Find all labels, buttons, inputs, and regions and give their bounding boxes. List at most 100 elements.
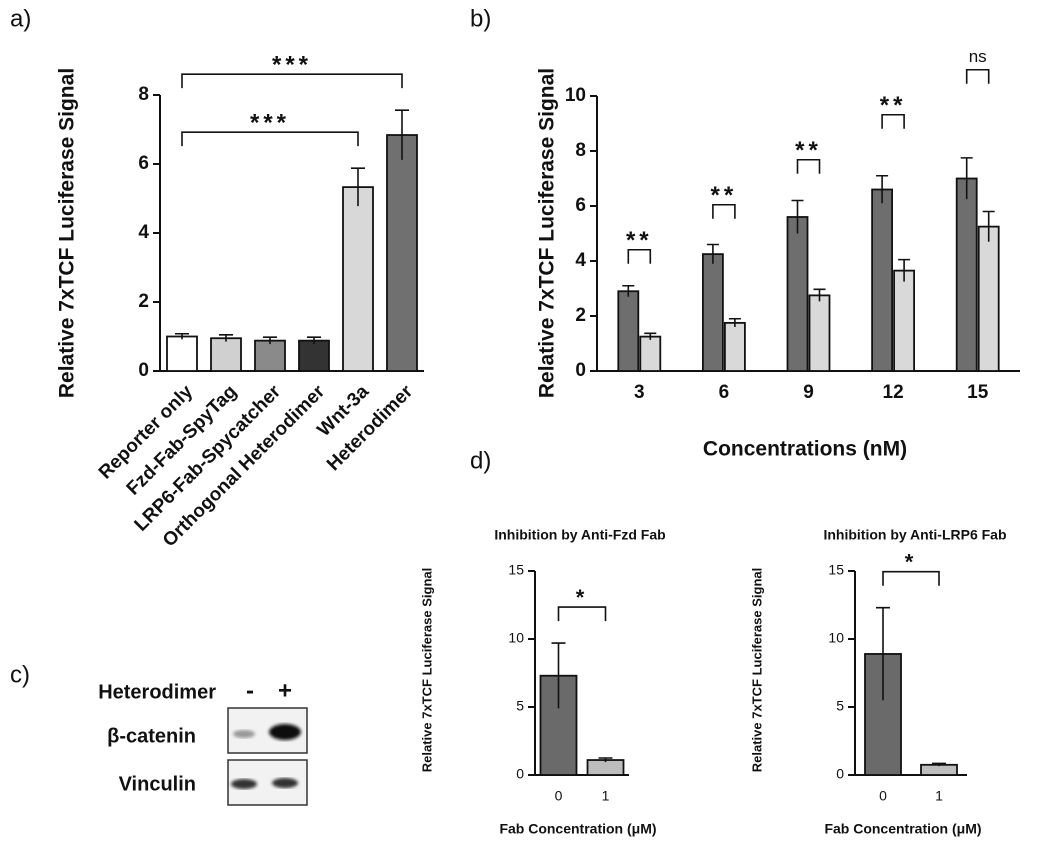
significance-label: * xyxy=(576,585,589,610)
y-tick-label: 4 xyxy=(575,250,586,271)
x-axis-title: Concentrations (nM) xyxy=(703,438,907,461)
bar xyxy=(386,134,418,372)
lane-label: + xyxy=(278,677,292,704)
significance-bracket xyxy=(181,73,403,89)
bar xyxy=(298,339,330,372)
error-bar xyxy=(706,243,719,264)
significance-label: *** xyxy=(250,109,290,136)
error-bar xyxy=(307,336,321,345)
y-tick-label: 5 xyxy=(516,698,524,714)
x-tick-label: 0 xyxy=(879,788,887,804)
y-tick-label: 8 xyxy=(575,140,586,161)
y-tick-label: 15 xyxy=(508,562,524,578)
significance-label: ** xyxy=(795,137,822,164)
panel-label: d) xyxy=(470,447,491,474)
y-axis-title: Relative 7xTCF Luciferase Signal xyxy=(419,568,434,772)
error-bar xyxy=(898,258,911,282)
error-bar xyxy=(551,642,566,709)
lane-label: - xyxy=(246,677,254,704)
y-tick-label: 8 xyxy=(138,84,149,105)
bar xyxy=(808,294,831,372)
error-bar xyxy=(644,332,657,340)
bar xyxy=(617,290,640,372)
error-bar xyxy=(813,288,826,302)
error-bar xyxy=(791,199,804,234)
bar xyxy=(254,339,286,372)
y-tick-label: 0 xyxy=(138,360,149,381)
bar xyxy=(871,188,893,372)
x-tick-label: 1 xyxy=(602,788,610,804)
error-bar xyxy=(395,109,409,160)
y-tick-label: 10 xyxy=(508,630,524,646)
error-bar xyxy=(351,167,365,207)
error-bar xyxy=(932,762,946,767)
significance-label: *** xyxy=(272,52,312,79)
y-tick-label: 0 xyxy=(575,360,586,381)
y-tick-label: 4 xyxy=(138,222,149,243)
significance-label: ns xyxy=(969,47,987,66)
bar xyxy=(702,253,724,372)
error-bar xyxy=(175,332,189,340)
chart-title: Inhibition by Anti-Fzd Fab xyxy=(494,527,665,543)
y-tick-label: 2 xyxy=(575,305,586,326)
panel-label: a) xyxy=(10,5,31,32)
band xyxy=(233,730,255,738)
x-tick-label: 6 xyxy=(719,382,730,403)
y-axis-title: Relative 7xTCF Luciferase Signal xyxy=(56,68,79,398)
y-tick-label: 0 xyxy=(516,766,524,782)
bar xyxy=(342,186,374,372)
y-axis-title: Relative 7xTCF Luciferase Signal xyxy=(536,68,559,398)
error-bar xyxy=(622,284,635,297)
significance-bracket xyxy=(712,203,736,219)
y-tick-label: 2 xyxy=(138,291,149,312)
significance-bracket xyxy=(881,113,905,129)
y-tick-label: 15 xyxy=(828,562,844,578)
x-tick-label: 9 xyxy=(803,382,814,403)
y-tick-label: 10 xyxy=(565,85,586,106)
band xyxy=(231,779,257,789)
y-tick-label: 6 xyxy=(138,153,149,174)
significance-bracket xyxy=(796,158,821,174)
significance-bracket xyxy=(882,570,940,586)
bar xyxy=(586,759,625,776)
bar xyxy=(210,337,242,372)
error-bar xyxy=(219,333,233,342)
significance-label: ** xyxy=(711,182,738,209)
error-bar xyxy=(598,757,613,763)
band xyxy=(269,724,301,740)
x-tick-label: 3 xyxy=(634,382,645,403)
bar xyxy=(724,321,746,372)
panel-label: b) xyxy=(470,5,491,32)
error-bar xyxy=(263,336,277,345)
y-tick-label: 5 xyxy=(836,698,844,714)
error-bar xyxy=(728,317,741,327)
significance-label: ** xyxy=(880,92,907,119)
y-tick-label: 6 xyxy=(575,195,586,216)
bar xyxy=(955,177,978,372)
bar xyxy=(893,269,915,372)
y-tick-label: 10 xyxy=(828,630,844,646)
bar xyxy=(786,216,809,372)
x-axis-title: Fab Concentration (μM) xyxy=(499,821,656,837)
y-tick-label: 0 xyxy=(836,766,844,782)
x-tick-label: 1 xyxy=(935,788,943,804)
blot-panel: c) Heterodimer - + β-catenin Vinculin xyxy=(10,661,308,806)
bar xyxy=(920,763,958,776)
error-bar xyxy=(876,606,890,701)
row-label: β-catenin xyxy=(107,725,196,747)
significance-bracket xyxy=(557,606,607,622)
x-tick-label: 12 xyxy=(883,382,904,403)
error-bar xyxy=(982,210,995,242)
band xyxy=(272,778,298,788)
bar xyxy=(977,225,1000,372)
error-bar xyxy=(960,157,973,200)
significance-bracket xyxy=(627,248,652,264)
significance-label: ** xyxy=(626,227,653,254)
y-axis-title: Relative 7xTCF Luciferase Signal xyxy=(749,568,764,772)
chart-title: Inhibition by Anti-LRP6 Fab xyxy=(823,527,1006,543)
significance-bracket xyxy=(181,131,359,147)
row-label: Vinculin xyxy=(119,773,196,795)
significance-label: * xyxy=(905,550,918,575)
bar xyxy=(639,335,662,372)
